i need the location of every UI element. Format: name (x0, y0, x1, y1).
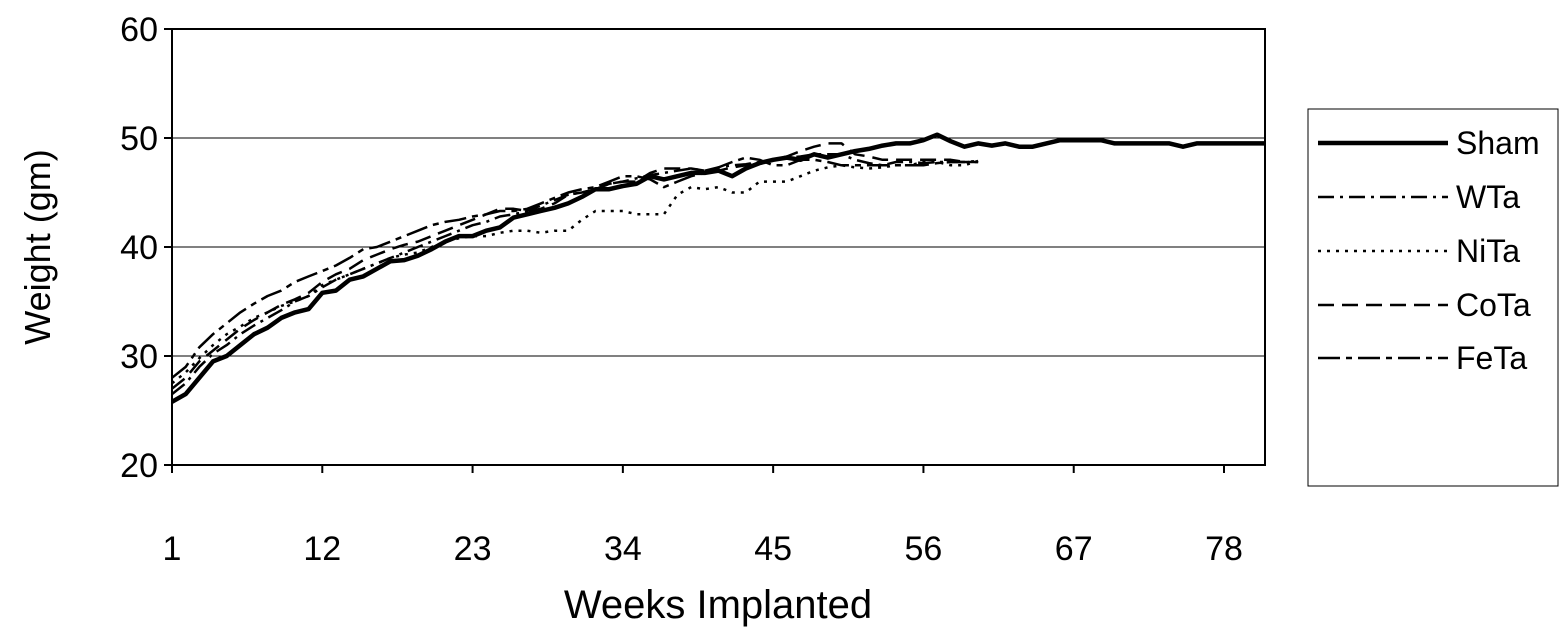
legend-label-nita: NiTa (1456, 233, 1520, 269)
y-tick-label: 50 (120, 120, 158, 158)
x-tick-label: 34 (604, 530, 642, 568)
y-axis-label: Weight (gm) (17, 149, 58, 344)
y-tick-label: 40 (120, 229, 158, 267)
series-line-cota (171, 142, 979, 390)
legend-label-feta: FeTa (1456, 340, 1527, 376)
legend-label-sham: Sham (1456, 125, 1540, 161)
x-tick-label: 45 (754, 530, 792, 568)
tick-labels: 20 30 40 50 60 1 12 23 34 45 56 67 78 (120, 11, 1243, 568)
x-tick-label: 23 (454, 530, 492, 568)
y-tick-label: 20 (120, 447, 158, 485)
y-tick-label: 60 (120, 11, 158, 49)
legend-label-wta: WTa (1456, 179, 1520, 215)
legend-label-cota: CoTa (1456, 287, 1531, 323)
series-layer (170, 132, 1265, 404)
series-line-feta (171, 156, 979, 379)
legend: Sham WTa NiTa CoTa FeTa (1307, 108, 1559, 487)
x-tick-label: 67 (1055, 530, 1093, 568)
x-tick-label: 1 (163, 530, 182, 568)
y-tick-label: 30 (120, 338, 158, 376)
x-axis-label: Weeks Implanted (564, 583, 872, 627)
axes (164, 28, 1226, 473)
x-tick-label: 78 (1205, 530, 1243, 568)
legend-box (1307, 108, 1559, 487)
series-line-sham (170, 132, 1265, 404)
x-tick-label: 12 (303, 530, 341, 568)
x-tick-label: 56 (905, 530, 943, 568)
